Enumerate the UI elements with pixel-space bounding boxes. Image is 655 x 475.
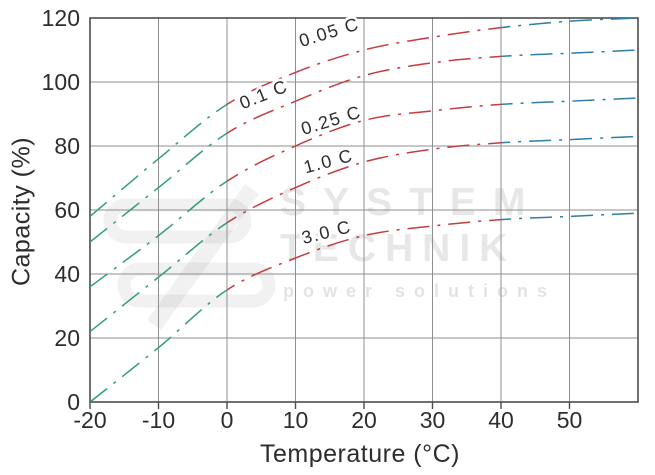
curve-0.25C — [501, 97, 638, 106]
curve-1.0C — [501, 135, 638, 144]
gridlines — [90, 18, 638, 402]
curve-label: 0.25 C — [299, 102, 364, 139]
x-ticks — [89, 402, 571, 409]
x-tick-label: -10 — [142, 407, 175, 433]
y-tick-label: 40 — [54, 261, 80, 287]
curve-label: 3.0 C — [300, 216, 354, 248]
x-tick-label: 10 — [283, 407, 309, 433]
x-tick-label: 50 — [557, 407, 583, 433]
y-tick-label: 60 — [54, 197, 80, 223]
curve-label: 0.1 C — [237, 76, 291, 113]
x-tick-label: 20 — [351, 407, 377, 433]
y-tick-label: 80 — [54, 133, 80, 159]
x-tick-label: 0 — [221, 407, 234, 433]
curve-0.25C — [90, 180, 227, 288]
curve-label: 1.0 C — [301, 145, 355, 177]
curve-3.0C — [501, 212, 638, 221]
x-axis-title: Temperature (°C) — [260, 440, 460, 468]
y-axis-title: Capacity (%) — [7, 136, 36, 287]
y-tick-label: 120 — [42, 5, 80, 31]
x-tick-label: -20 — [73, 407, 106, 433]
y-tick-label: 20 — [54, 325, 80, 351]
curve-0.1C — [501, 49, 638, 58]
x-tick-label: 40 — [488, 407, 514, 433]
x-tick-label: 30 — [420, 407, 446, 433]
y-tick-label: 0 — [67, 389, 80, 415]
curve-0.05C — [501, 17, 638, 29]
y-tick-label: 100 — [42, 69, 80, 95]
curve-label: 0.05 C — [297, 14, 362, 51]
